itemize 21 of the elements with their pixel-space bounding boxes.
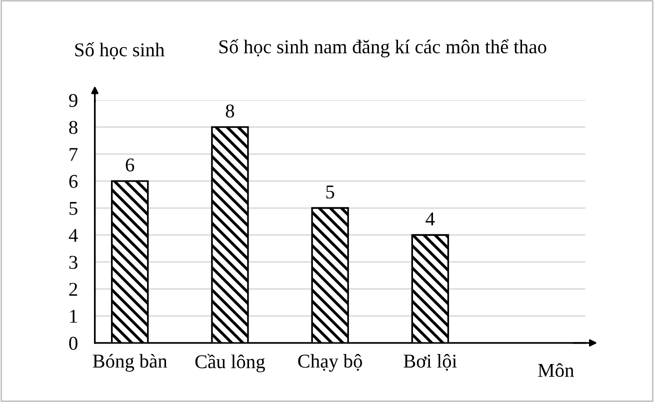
x-tick-label: Cầu lông <box>195 354 265 372</box>
y-tick-label: 7 <box>70 148 78 161</box>
y-tick-label: 9 <box>69 94 78 108</box>
x-tick-label: Bóng bàn <box>92 354 168 372</box>
data-label: 6 <box>126 158 134 172</box>
y-tick-label: 4 <box>68 228 78 242</box>
data-label: 4 <box>426 212 435 226</box>
y-tick-label: 8 <box>69 120 78 134</box>
x-axis-title: Môn <box>538 363 574 377</box>
chart-title: Số học sinh nam đăng kí các môn thể thao <box>219 39 546 58</box>
y-tick-label: 3 <box>69 256 78 269</box>
y-tick-label: 1 <box>70 310 77 323</box>
y-tick-label: 6 <box>69 174 78 188</box>
data-label: 5 <box>326 186 334 199</box>
y-axis-title: Số học sinh <box>75 42 164 60</box>
data-label: 8 <box>226 104 234 118</box>
y-tick-label: 0 <box>69 336 78 350</box>
x-tick-label: Chạy bộ <box>298 354 362 372</box>
y-tick-label: 2 <box>69 282 78 296</box>
x-tick-label: Bơi lội <box>404 354 457 371</box>
y-tick-label: 5 <box>70 202 78 215</box>
